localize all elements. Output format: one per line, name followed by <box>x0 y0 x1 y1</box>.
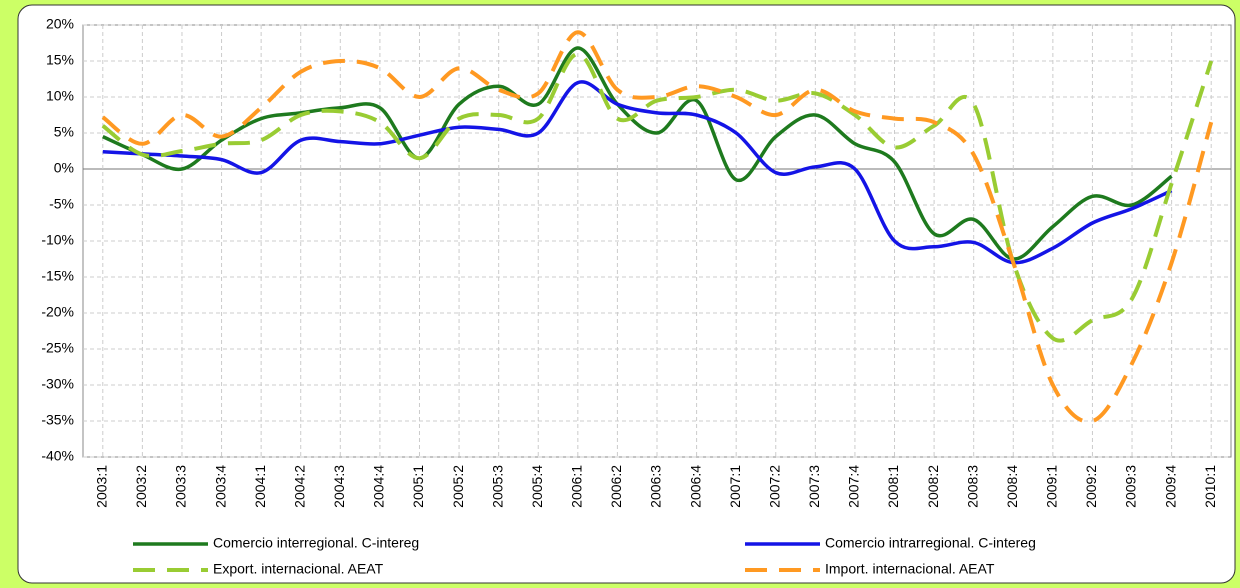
legend-label: Comercio interregional. C-intereg <box>213 535 419 551</box>
x-tick-label: 2007:1 <box>727 465 743 508</box>
series-line <box>102 46 1173 261</box>
x-tick-label: 2008:2 <box>925 465 941 508</box>
y-tick-label: -35% <box>41 412 74 428</box>
series-line <box>101 51 1214 343</box>
x-tick-label: 2004:1 <box>252 465 268 508</box>
x-tick-label: 2007:4 <box>846 465 862 508</box>
x-tick-label: 2003:4 <box>212 465 228 508</box>
series-line <box>102 80 1173 265</box>
x-tick-label: 2007:3 <box>806 465 822 508</box>
x-tick-label: 2009:4 <box>1162 465 1178 508</box>
x-tick-label: 2004:3 <box>331 465 347 508</box>
x-tick-label: 2006:2 <box>608 465 624 508</box>
x-tick-label: 2005:2 <box>450 465 466 508</box>
x-tick-label: 2008:4 <box>1004 465 1020 508</box>
x-tick-label: 2007:2 <box>766 465 782 508</box>
legend-label: Comercio intrarregional. C-intereg <box>825 535 1036 551</box>
y-tick-label: 15% <box>46 52 74 68</box>
x-tick-label: 2009:3 <box>1123 465 1139 508</box>
x-tick-label: 2004:4 <box>371 465 387 508</box>
x-tick-label: 2003:2 <box>133 465 149 508</box>
y-tick-label: 5% <box>54 124 74 140</box>
x-tick-label: 2010:1 <box>1202 465 1218 508</box>
x-tick-label: 2004:2 <box>291 465 307 508</box>
y-tick-label: 10% <box>46 88 74 104</box>
x-tick-label: 2006:1 <box>569 465 585 508</box>
legend-label: Import. internacional. AEAT <box>825 561 995 577</box>
y-tick-label: 20% <box>46 16 74 32</box>
y-tick-label: -25% <box>41 340 74 356</box>
x-tick-label: 2003:1 <box>93 465 109 508</box>
x-tick-label: 2009:1 <box>1044 465 1060 508</box>
x-tick-label: 2008:3 <box>964 465 980 508</box>
y-tick-label: 0% <box>54 160 74 176</box>
y-tick-label: -20% <box>41 304 74 320</box>
y-tick-label: -5% <box>49 196 74 212</box>
x-tick-label: 2006:3 <box>648 465 664 508</box>
y-tick-label: -10% <box>41 232 74 248</box>
y-tick-label: -30% <box>41 376 74 392</box>
legend-label: Export. internacional. AEAT <box>213 561 384 577</box>
x-tick-label: 2006:4 <box>687 465 703 508</box>
x-tick-label: 2005:3 <box>489 465 505 508</box>
x-tick-label: 2005:1 <box>410 465 426 508</box>
x-tick-label: 2003:3 <box>173 465 189 508</box>
x-tick-label: 2005:4 <box>529 465 545 508</box>
y-tick-label: -40% <box>41 448 74 464</box>
x-tick-label: 2008:1 <box>885 465 901 508</box>
y-tick-label: -15% <box>41 268 74 284</box>
x-tick-label: 2009:2 <box>1083 465 1099 508</box>
series-line <box>101 30 1214 424</box>
